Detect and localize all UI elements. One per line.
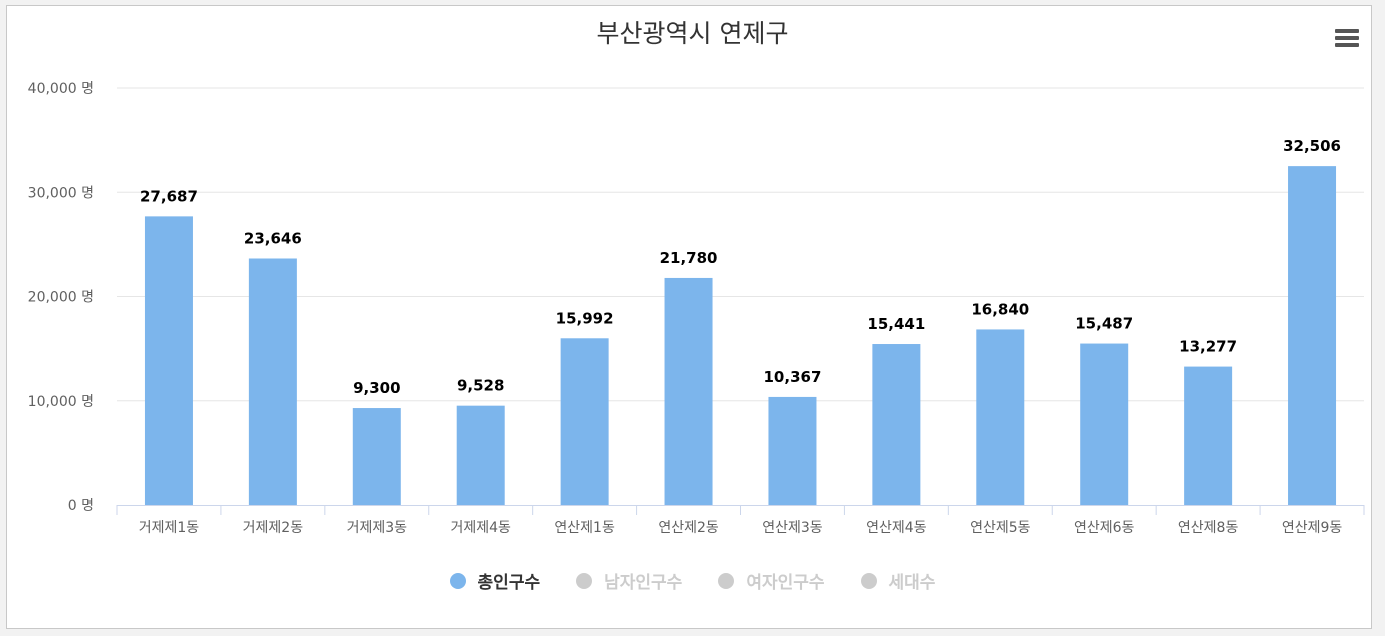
x-tick-label: 연산제2동 xyxy=(658,520,719,536)
legend-dot-icon xyxy=(449,572,466,589)
x-tick-label: 거제제1동 xyxy=(139,520,200,536)
data-label: 9,300 xyxy=(353,379,400,397)
chart-menu-button[interactable] xyxy=(1333,27,1361,51)
x-tick-label: 연산제8동 xyxy=(1178,520,1239,536)
data-label: 15,487 xyxy=(1075,315,1133,333)
y-tick-label: 30,000 명 xyxy=(28,185,94,201)
y-axis: 0 명 10,000 명 20,000 명 30,000 명 40,000 명 xyxy=(28,81,94,514)
x-axis: 거제제1동 거제제2동 거제제3동 거제제4동 연산제1동 연산제2동 연산제3동 연산제4동… xyxy=(116,505,1365,536)
x-tick-label: 연산제3동 xyxy=(762,520,823,536)
data-label: 10,367 xyxy=(764,368,822,386)
bar xyxy=(664,277,713,505)
y-tick-label: 10,000 명 xyxy=(28,394,94,410)
legend-label: 남자인구수 xyxy=(604,573,683,593)
legend-item[interactable]: 여자인구수 xyxy=(718,568,825,593)
legend-dot-icon xyxy=(860,572,877,589)
legend-label: 세대수 xyxy=(888,573,936,593)
bar xyxy=(1288,166,1337,506)
data-label: 27,687 xyxy=(140,187,198,205)
bar xyxy=(872,344,921,505)
legend-item[interactable]: 총인구수 xyxy=(449,568,541,593)
grid-lines xyxy=(117,87,1364,402)
data-label: 13,277 xyxy=(1179,338,1237,356)
x-tick-label: 연산제9동 xyxy=(1282,520,1343,536)
y-tick-label: 40,000 명 xyxy=(28,81,94,97)
data-label: 21,780 xyxy=(660,249,718,267)
x-tick-label: 연산제6동 xyxy=(1074,520,1135,536)
bar xyxy=(456,405,505,505)
bar xyxy=(976,329,1025,505)
x-tick-label: 연산제1동 xyxy=(554,520,615,536)
data-label: 16,840 xyxy=(971,300,1029,318)
data-label: 9,528 xyxy=(457,377,504,395)
y-tick-label: 20,000 명 xyxy=(28,290,94,306)
bar xyxy=(560,338,609,505)
y-tick-label: 0 명 xyxy=(68,498,94,514)
legend-dot-icon xyxy=(576,572,593,589)
bars xyxy=(144,166,1337,506)
x-tick-label: 거제제4동 xyxy=(450,520,511,536)
bar xyxy=(144,216,193,505)
legend-dot-icon xyxy=(718,572,735,589)
bar xyxy=(352,408,401,505)
x-tick-label: 연산제5동 xyxy=(970,520,1031,536)
bar xyxy=(248,258,297,505)
legend: 총인구수 남자인구수 여자인구수 세대수 xyxy=(0,568,1385,593)
bar-chart: 0 명 10,000 명 20,000 명 30,000 명 40,000 명 27,6… xyxy=(28,81,1365,536)
data-labels: 27,687 23,646 9,300 9,528 15,992 21,780 10,367… xyxy=(140,137,1341,397)
legend-item[interactable]: 세대수 xyxy=(860,568,936,593)
legend-item[interactable]: 남자인구수 xyxy=(576,568,682,593)
x-tick-label: 거제제2동 xyxy=(243,520,304,536)
legend-label: 여자인구수 xyxy=(746,573,825,593)
bar xyxy=(768,396,817,505)
data-label: 15,441 xyxy=(867,315,925,333)
data-label: 32,506 xyxy=(1283,137,1341,155)
legend-label: 총인구수 xyxy=(477,573,541,593)
x-tick-label: 거제제3동 xyxy=(347,520,408,536)
x-tick-label: 연산제4동 xyxy=(866,520,927,536)
data-label: 23,646 xyxy=(244,229,302,247)
bar xyxy=(1184,366,1233,505)
chart-title: 부산광역시 연제구 xyxy=(596,19,789,48)
hamburger-menu-icon xyxy=(1335,29,1359,47)
data-label: 15,992 xyxy=(556,309,614,327)
bar xyxy=(1080,343,1129,505)
